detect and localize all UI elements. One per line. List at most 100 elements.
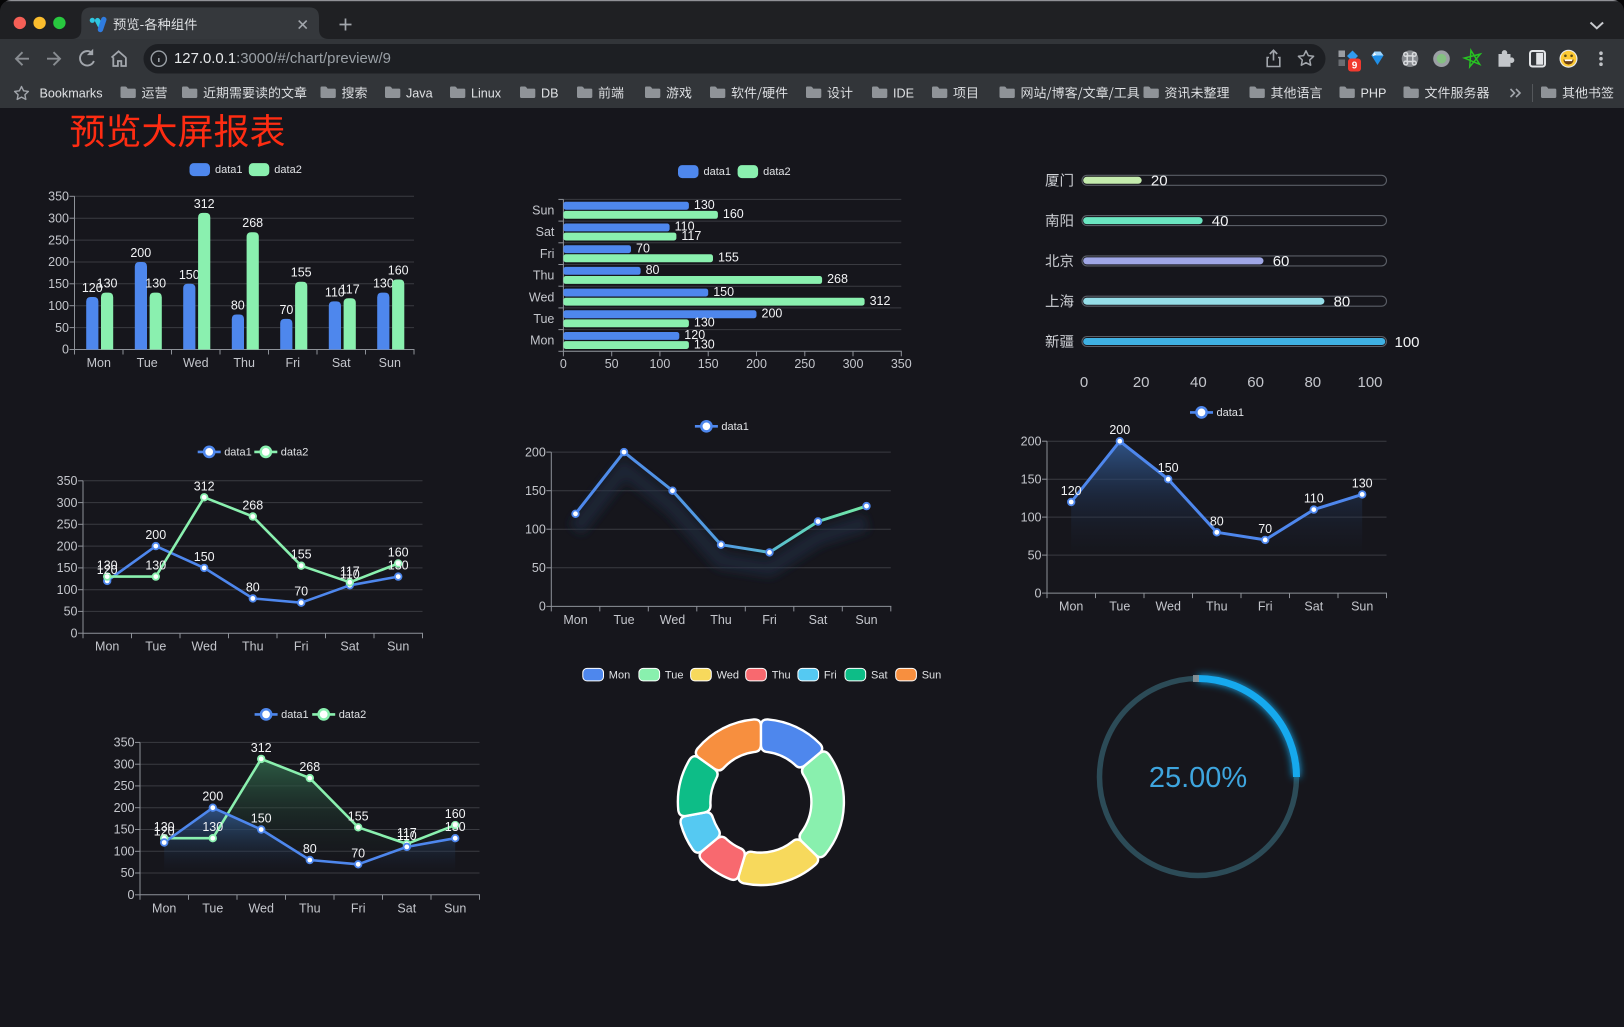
svg-text:200: 200 xyxy=(1109,423,1130,437)
svg-text:200: 200 xyxy=(145,528,166,542)
svg-text:120: 120 xyxy=(82,281,103,295)
svg-text:127.0.0.1:3000/#/chart/preview: 127.0.0.1:3000/#/chart/preview/9 xyxy=(174,51,391,67)
svg-text:80: 80 xyxy=(231,299,245,313)
svg-text:130: 130 xyxy=(694,316,715,330)
svg-text:Sun: Sun xyxy=(379,356,401,370)
svg-text:40: 40 xyxy=(1212,213,1229,230)
svg-text:Mon: Mon xyxy=(87,356,111,370)
svg-text:130: 130 xyxy=(97,277,118,291)
svg-text:80: 80 xyxy=(1304,374,1321,391)
svg-text:Fri: Fri xyxy=(351,901,366,915)
svg-text:117: 117 xyxy=(340,282,360,296)
svg-text:350: 350 xyxy=(48,190,69,204)
svg-text:Tue: Tue xyxy=(613,613,634,627)
svg-text:150: 150 xyxy=(48,277,69,291)
svg-text:data1: data1 xyxy=(224,447,252,459)
svg-text:150: 150 xyxy=(194,550,215,564)
svg-text:Java: Java xyxy=(406,86,433,100)
svg-text:130: 130 xyxy=(145,277,166,291)
svg-text:80: 80 xyxy=(1334,294,1351,311)
svg-text:Tue: Tue xyxy=(137,356,158,370)
svg-text:Tue: Tue xyxy=(533,312,554,326)
svg-text:100: 100 xyxy=(1395,334,1420,351)
svg-text:268: 268 xyxy=(242,499,263,513)
svg-text:268: 268 xyxy=(299,760,320,774)
svg-text:DB: DB xyxy=(541,86,559,100)
svg-text:250: 250 xyxy=(114,779,135,793)
svg-text:130: 130 xyxy=(694,337,715,351)
svg-text:100: 100 xyxy=(525,523,546,537)
svg-text:200: 200 xyxy=(48,255,69,269)
svg-text:Wed: Wed xyxy=(717,670,739,682)
svg-text:100: 100 xyxy=(48,299,69,313)
svg-text:350: 350 xyxy=(114,736,135,750)
svg-text:70: 70 xyxy=(636,241,650,255)
svg-text:data1: data1 xyxy=(721,421,749,433)
svg-text:70: 70 xyxy=(279,303,293,317)
svg-text:Fri: Fri xyxy=(286,356,301,370)
svg-text:160: 160 xyxy=(388,264,409,278)
svg-text:80: 80 xyxy=(303,842,317,856)
svg-text:130: 130 xyxy=(445,820,466,834)
svg-text:200: 200 xyxy=(202,790,223,804)
svg-text:Fri: Fri xyxy=(540,247,555,261)
svg-text:Fri: Fri xyxy=(294,640,309,654)
svg-text:Wed: Wed xyxy=(529,290,555,304)
svg-text:155: 155 xyxy=(291,266,312,280)
svg-text:0: 0 xyxy=(539,600,546,614)
svg-text:Thu: Thu xyxy=(710,613,732,627)
svg-text:Tue: Tue xyxy=(202,901,223,915)
svg-text:300: 300 xyxy=(114,757,135,771)
svg-text:117: 117 xyxy=(681,229,701,243)
svg-text:117: 117 xyxy=(397,826,417,840)
svg-text:data2: data2 xyxy=(763,166,791,178)
svg-text:0: 0 xyxy=(62,343,69,357)
svg-text:200: 200 xyxy=(525,445,546,459)
svg-text:100: 100 xyxy=(57,583,78,597)
svg-text:0: 0 xyxy=(71,626,78,640)
svg-text:50: 50 xyxy=(1028,548,1042,562)
svg-text:Fri: Fri xyxy=(762,613,777,627)
svg-text:Sun: Sun xyxy=(922,670,942,682)
svg-text:150: 150 xyxy=(57,561,78,575)
svg-text:300: 300 xyxy=(843,357,864,371)
svg-text:250: 250 xyxy=(48,233,69,247)
svg-text:data2: data2 xyxy=(339,709,367,721)
svg-text:60: 60 xyxy=(1273,253,1290,270)
svg-text:Tue: Tue xyxy=(145,640,166,654)
svg-text:110: 110 xyxy=(1304,492,1324,506)
svg-text:312: 312 xyxy=(251,741,272,755)
svg-text:70: 70 xyxy=(1258,522,1272,536)
svg-text:Sat: Sat xyxy=(397,901,416,915)
svg-text:50: 50 xyxy=(55,321,69,335)
svg-text:150: 150 xyxy=(698,357,719,371)
svg-text:Sun: Sun xyxy=(387,640,409,654)
svg-text:110: 110 xyxy=(340,567,360,581)
svg-text:Mon: Mon xyxy=(152,901,176,915)
svg-text:Thu: Thu xyxy=(233,356,255,370)
svg-text:150: 150 xyxy=(251,812,272,826)
svg-text:data2: data2 xyxy=(274,164,302,176)
svg-text:IDE: IDE xyxy=(893,86,914,100)
svg-text:Mon: Mon xyxy=(1059,600,1083,614)
svg-text:100: 100 xyxy=(114,845,135,859)
svg-text:160: 160 xyxy=(388,546,409,560)
svg-text:Mon: Mon xyxy=(563,613,587,627)
svg-text:150: 150 xyxy=(179,268,200,282)
svg-text:250: 250 xyxy=(794,357,815,371)
svg-text:Tue: Tue xyxy=(1109,600,1130,614)
svg-text:80: 80 xyxy=(1210,514,1224,528)
svg-text:Wed: Wed xyxy=(183,356,209,370)
svg-text:150: 150 xyxy=(1158,461,1179,475)
svg-text:Tue: Tue xyxy=(665,670,684,682)
svg-text:155: 155 xyxy=(348,809,369,823)
svg-text:60: 60 xyxy=(1247,374,1264,391)
svg-text:200: 200 xyxy=(130,246,151,260)
svg-text:Mon: Mon xyxy=(609,670,630,682)
svg-text:155: 155 xyxy=(718,251,739,265)
svg-text:117: 117 xyxy=(340,564,360,578)
svg-text:Sun: Sun xyxy=(532,203,554,217)
svg-text:160: 160 xyxy=(445,807,466,821)
svg-text:200: 200 xyxy=(746,357,767,371)
svg-text:0: 0 xyxy=(1035,586,1042,600)
